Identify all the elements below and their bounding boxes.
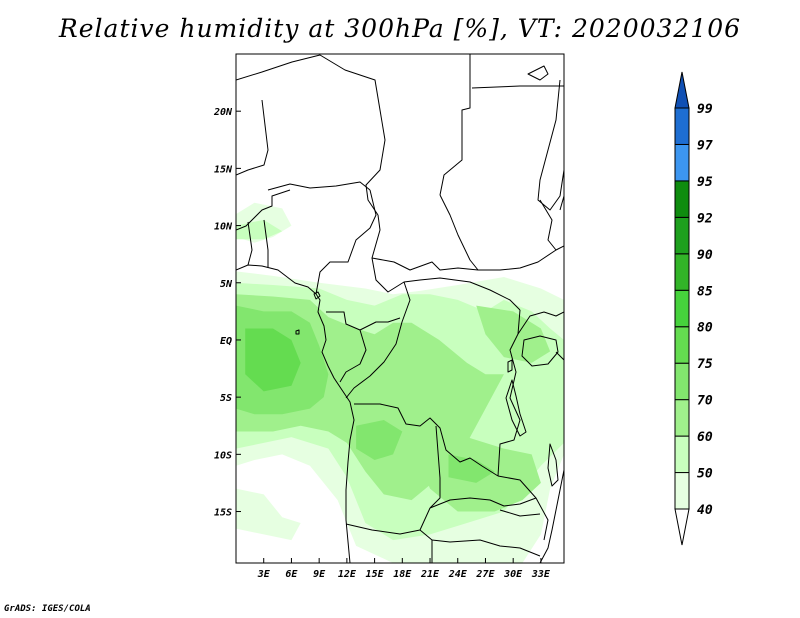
border-car-congo [371, 257, 521, 311]
chart-title: Relative humidity at 300hPa [%], VT: 202… [58, 14, 742, 43]
colorbar: 40 50 60 70 75 80 85 90 92 95 97 99 [674, 71, 713, 546]
colorbar-label: 70 [697, 394, 713, 409]
lon-tick-label: 12E [338, 569, 357, 580]
border-congo-drc [345, 281, 411, 399]
border-niger-nigeria [267, 181, 371, 191]
border-zambia-south [429, 497, 537, 509]
humidity-patch-level-4 [356, 420, 403, 461]
border-algeria-libya [236, 54, 386, 216]
axis-ticks: 3E 6E 9E 12E 15E 18E 21E 24E 27E 30E 33E 20N 15N 10N 5… [213, 107, 551, 580]
lon-tick-label: 15E [366, 569, 385, 580]
colorbar-segment [674, 399, 690, 437]
border-ethiopia [539, 199, 557, 251]
lake-malawi [547, 443, 559, 487]
colorbar-label: 50 [697, 467, 713, 482]
lon-tick-label: 30E [503, 569, 523, 580]
lon-tick-label: 24E [448, 569, 468, 580]
coastline-west [236, 264, 355, 563]
ethiopia-coast [559, 195, 564, 211]
colorbar-segment [674, 435, 690, 474]
humidity-patch-level-3 [476, 305, 551, 363]
border-congo [339, 329, 367, 383]
island-sao-tome [295, 329, 300, 335]
colorbar-segment [674, 472, 690, 510]
colorbar-label: 80 [697, 321, 713, 336]
border-uganda [517, 311, 564, 335]
colorbar-label: 60 [697, 430, 713, 445]
border-ghana-togo [247, 221, 253, 266]
lat-tick-label: 20N [213, 107, 233, 118]
colorbar-segment [674, 289, 690, 328]
lon-tick-label: 3E [257, 569, 271, 580]
colorbar-label: 85 [697, 284, 713, 299]
lat-tick-label: EQ [220, 336, 232, 347]
lon-tick-label: 6E [285, 569, 298, 580]
lat-tick-label: 15S [214, 508, 232, 519]
lat-tick-label: 10S [214, 450, 232, 461]
lat-tick-label: 5S [220, 393, 232, 404]
border-angola-zambia [429, 425, 441, 509]
border-benin [263, 219, 269, 268]
colorbar-label: 75 [697, 357, 713, 372]
colorbar-label: 90 [697, 248, 713, 263]
lon-tick-label: 18E [393, 569, 412, 580]
sinai-coast [527, 65, 549, 81]
lon-tick-label: 21E [420, 569, 440, 580]
lake-victoria [521, 335, 559, 367]
colorbar-segment [674, 180, 690, 218]
colorbar-segment [674, 143, 690, 182]
lon-tick-label: 9E [313, 569, 326, 580]
humidity-patch-level-1 [236, 488, 301, 541]
border-sudan-south [478, 245, 564, 271]
colorbar-label: 99 [697, 102, 713, 117]
lat-tick-label: 5N [220, 279, 233, 290]
border-drc-east [497, 309, 521, 477]
humidity-fill-layer [236, 202, 564, 563]
lake-kivu [507, 359, 513, 373]
colorbar-label: 95 [697, 175, 713, 190]
border-egypt-sudan [471, 85, 564, 89]
border-drc-angola [354, 403, 499, 477]
colorbar-segment [674, 508, 690, 546]
border-caprivi [419, 529, 433, 563]
border-west-sahel [236, 189, 291, 231]
country-borders [236, 54, 564, 563]
grads-credit: GrADS: IGES/COLA [4, 604, 91, 614]
border-tanzania [555, 351, 564, 361]
map-frame [235, 53, 565, 564]
border-mali-niger [236, 99, 269, 176]
colorbar-segment [674, 362, 690, 401]
colorbar-label: 92 [697, 211, 713, 226]
lat-tick-label: 15N [214, 164, 233, 175]
red-sea-coast [537, 79, 564, 211]
colorbar-label: 97 [697, 138, 713, 153]
border-chad-car [371, 214, 479, 271]
colorbar-segment [674, 71, 690, 109]
border-angola-namibia [345, 507, 431, 535]
border-zambia-moz [497, 475, 549, 541]
colorbar-segment [674, 253, 690, 291]
lake-tanganyika [505, 379, 527, 437]
colorbar-segment [674, 326, 690, 364]
coastline-east [539, 469, 564, 563]
lon-tick-label: 33E [531, 569, 551, 580]
border-zimbabwe [499, 509, 541, 517]
lon-tick-label: 27E [475, 569, 495, 580]
lat-tick-label: 10N [214, 222, 233, 233]
colorbar-segment [674, 107, 690, 145]
border-libya-egypt [439, 54, 471, 196]
border-namibia-botswana [431, 539, 541, 557]
border-chad-sudan [439, 194, 479, 271]
humidity-patch-level-5 [245, 328, 301, 392]
colorbar-label: 40 [697, 503, 713, 518]
border-nigeria-cameroon [315, 189, 377, 295]
colorbar-segment [674, 216, 690, 255]
